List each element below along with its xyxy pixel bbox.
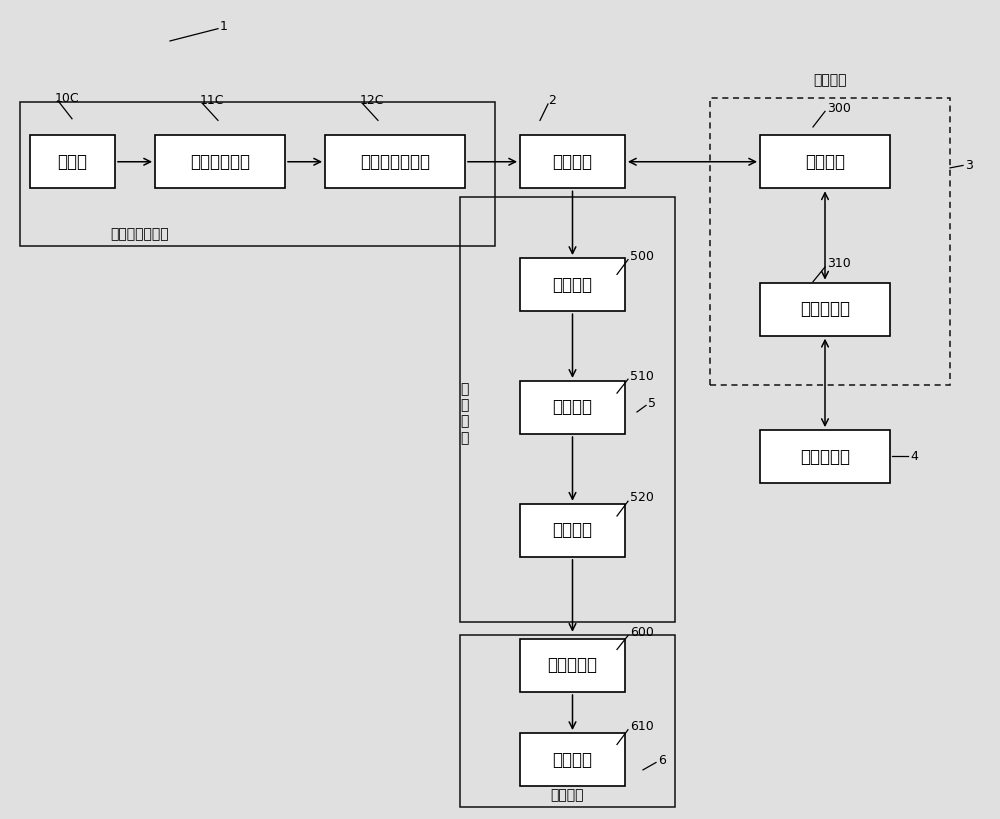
- Text: 11C: 11C: [200, 94, 224, 107]
- Text: 线探测器: 线探测器: [552, 522, 592, 539]
- Text: 扫描振镜: 扫描振镜: [805, 153, 845, 170]
- Bar: [760, 283, 890, 336]
- Text: 520: 520: [630, 491, 654, 505]
- Text: 2: 2: [548, 94, 556, 107]
- Text: 扫描模块: 扫描模块: [813, 74, 847, 88]
- Text: 成像物镜: 成像物镜: [552, 276, 592, 293]
- Text: 点光源: 点光源: [58, 153, 88, 170]
- Text: 输出模块: 输出模块: [550, 789, 584, 803]
- Text: 线光束截取装置: 线光束截取装置: [360, 153, 430, 170]
- Bar: [760, 135, 890, 188]
- Bar: [155, 135, 285, 188]
- Bar: [520, 135, 625, 188]
- Bar: [20, 102, 495, 246]
- Bar: [460, 635, 675, 807]
- Text: 510: 510: [630, 370, 654, 383]
- Text: 4: 4: [910, 450, 918, 463]
- Text: 共焦狭缝: 共焦狭缝: [552, 399, 592, 416]
- Text: 3: 3: [965, 159, 973, 172]
- Bar: [325, 135, 465, 188]
- Text: 610: 610: [630, 720, 654, 733]
- Text: 600: 600: [630, 626, 654, 639]
- Bar: [30, 135, 115, 188]
- Text: 成
像
模
块: 成 像 模 块: [460, 382, 468, 445]
- Bar: [460, 197, 675, 622]
- Text: 12C: 12C: [360, 94, 384, 107]
- Text: 图像采集卡: 图像采集卡: [548, 657, 598, 674]
- Text: 310: 310: [827, 257, 851, 270]
- Bar: [520, 639, 625, 692]
- Bar: [520, 381, 625, 434]
- Text: 10C: 10C: [55, 92, 80, 105]
- Text: 分光模块: 分光模块: [552, 153, 592, 170]
- Text: 6: 6: [658, 753, 666, 767]
- Text: 1: 1: [220, 20, 228, 33]
- Text: 眼底视网膜: 眼底视网膜: [800, 448, 850, 465]
- Bar: [520, 258, 625, 311]
- Text: 照明物镜组: 照明物镜组: [800, 301, 850, 318]
- Text: 线光束生成模块: 线光束生成模块: [111, 227, 169, 241]
- Text: 输出装置: 输出装置: [552, 751, 592, 768]
- Text: 300: 300: [827, 102, 851, 115]
- Bar: [760, 430, 890, 483]
- Text: 500: 500: [630, 250, 654, 263]
- Bar: [520, 504, 625, 557]
- Text: 5: 5: [648, 397, 656, 410]
- Text: 准直扩束装置: 准直扩束装置: [190, 153, 250, 170]
- Bar: [520, 733, 625, 786]
- Bar: [710, 98, 950, 385]
